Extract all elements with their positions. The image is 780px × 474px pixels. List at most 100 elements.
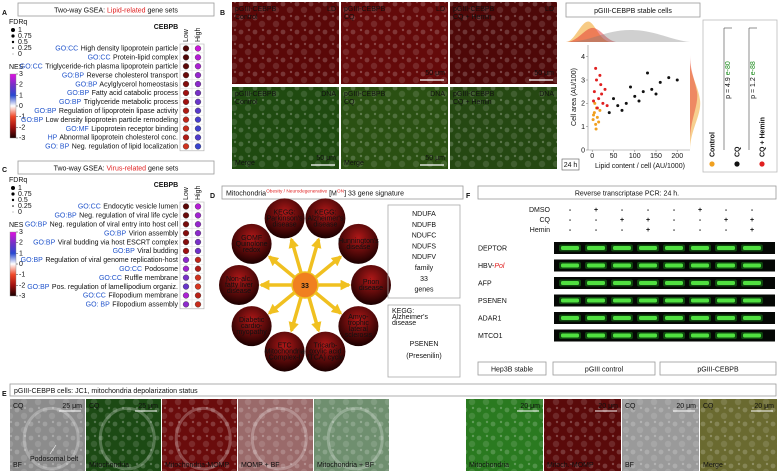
nes-dot: [194, 54, 202, 61]
nes-dot: [182, 247, 190, 255]
gene-set-part: GO:CC: [55, 46, 78, 53]
gene-set: GO:BP Regulation of lipoprotein lipase ac…: [34, 108, 178, 115]
gel-band: [639, 316, 657, 320]
gene-label: NDUFB: [412, 222, 436, 229]
nes-dot: [194, 98, 202, 105]
tile-label: CQ: [89, 403, 100, 410]
nes-dot: [182, 283, 190, 290]
scatter-point: [633, 94, 637, 98]
annotation-leader: [49, 444, 57, 455]
pathway-node: [231, 223, 272, 264]
nes-dot: [194, 203, 202, 210]
node-label: ETC: [278, 343, 292, 350]
tile-label: Mitochondria-MOMP: [165, 462, 230, 469]
gel-band: [717, 281, 735, 285]
fdr-key-label: 0.25: [18, 45, 32, 52]
lane-sign: -: [725, 227, 728, 234]
nes-dot: [182, 301, 190, 308]
scale-label: 20 μm: [754, 403, 774, 410]
tile-label: Merge: [344, 160, 364, 167]
gene-label: genes: [414, 287, 434, 294]
group-label: CEBPB: [154, 182, 179, 189]
node-label: Non-alc.: [226, 276, 252, 283]
gel-band: [743, 246, 761, 250]
nes-dot: [194, 45, 202, 52]
gene-set-part: GO:BP: [33, 239, 56, 246]
scatter-point: [592, 113, 596, 117]
annotation: Podosomal belt: [30, 456, 78, 463]
scale-label: 50 μm: [534, 70, 554, 77]
panel-letter: E: [2, 391, 7, 398]
gene-set-part: GO: BP: [86, 302, 110, 309]
lane-sign: -: [673, 227, 676, 234]
nes-dot: [194, 80, 202, 88]
scatter-point: [667, 76, 671, 80]
scatter-point: [597, 120, 601, 124]
panel-letter: C: [2, 167, 7, 174]
condition-label: CQ: [540, 217, 551, 224]
panel-title: Two-way GSEA: Lipid-related gene sets: [54, 8, 178, 15]
frame: [477, 185, 777, 200]
density-top: [566, 30, 690, 42]
gel-band: [639, 298, 657, 303]
node-label: myopathy: [236, 329, 267, 336]
nes-dot: [194, 274, 202, 281]
scale-label: 20 μm: [598, 403, 618, 410]
frame: [17, 160, 215, 175]
channel-label: LD: [545, 6, 554, 13]
tile-label: Merge: [703, 462, 723, 469]
scatter-point: [601, 101, 605, 105]
gene-set-part: High density lipoprotein particle: [81, 46, 178, 53]
legend-title: NES: [9, 64, 24, 71]
gene-label: NDUFC: [412, 233, 437, 240]
node-label: trophic: [348, 320, 370, 327]
scatter-point: [595, 106, 599, 110]
nes-tick-label: -3: [19, 135, 25, 142]
nes-dot: [194, 125, 202, 132]
gene-set-part: Virion assembly: [129, 230, 179, 237]
gene-set-part: GO:CC: [88, 55, 111, 62]
gene-label: NDUFV: [412, 254, 436, 261]
node-label: fatty liver: [225, 282, 254, 289]
arrow: [314, 255, 343, 279]
scatter-point: [607, 111, 611, 115]
gel-band: [561, 298, 579, 303]
micrograph-texture: [314, 399, 389, 471]
micrograph-texture: [238, 399, 313, 471]
node-label: oxylic acid: [309, 349, 341, 356]
legend-title: NES: [9, 222, 24, 229]
pathway-node: [264, 198, 305, 239]
group-label: pGIII-CEBPB: [697, 367, 739, 374]
gene-label: (Presenilin): [406, 353, 441, 360]
scatter-point: [605, 104, 609, 108]
gel-band: [639, 263, 657, 268]
gene-set-part: Triglyceride metabolic process: [84, 99, 179, 106]
gene-set-part: Endocytic vesicle lumen: [103, 204, 178, 211]
panel-title-part: Two-way GSEA:: [54, 166, 107, 173]
p-value: p = 1.2 e-88: [750, 61, 757, 99]
tile-label: pGIII-CEBPB: [453, 6, 495, 13]
tile-label: pGIII-CEBPB: [344, 91, 386, 98]
gene-set-part: GO:CC: [83, 293, 106, 300]
gene-set: GO:CC High density lipoprotein particle: [55, 46, 178, 53]
panel-title: MitochondriaObesity / Neurodegenerative …: [226, 189, 404, 198]
y-tick-label: 0: [581, 147, 585, 154]
micrograph-texture: [162, 399, 237, 471]
nes-dot: [194, 72, 202, 79]
gel-band: [665, 333, 683, 338]
gene-set: GO:BP Viral budding: [113, 248, 179, 255]
gene-set: GO:CC Protein-lipid complex: [88, 55, 179, 62]
pathway-node: [264, 331, 305, 372]
gel-band: [613, 298, 631, 303]
micrograph-texture: [341, 2, 448, 84]
density-right: [690, 55, 698, 140]
gene-set-part: Abnormal lipoprotein cholesterol conc.: [59, 135, 178, 142]
gene-set: GO:CC Endocytic vesicle lumen: [78, 204, 178, 211]
gene-set-part: GO:BP: [34, 108, 57, 115]
gene-set: HP Abnormal lipoprotein cholesterol conc.: [48, 135, 178, 142]
gel-band: [561, 246, 579, 250]
gene-set: GO:BP Viral budding via host ESCRT comple…: [33, 239, 178, 246]
frame: [659, 361, 777, 376]
gel-band: [691, 263, 709, 268]
